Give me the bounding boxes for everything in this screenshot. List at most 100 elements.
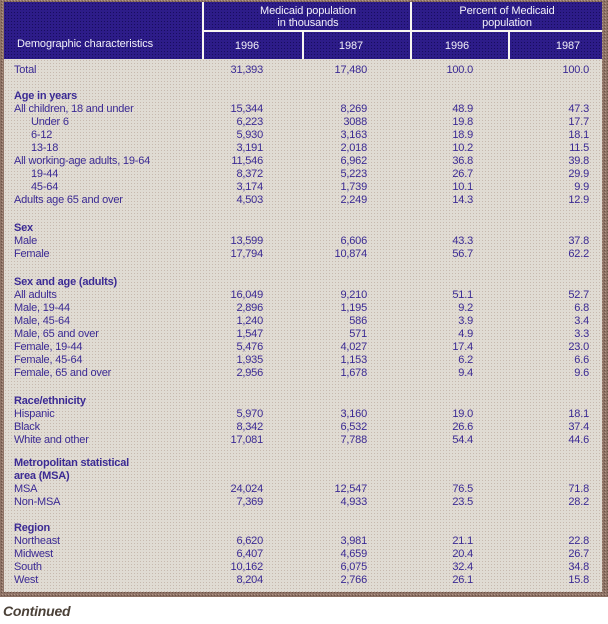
section-heading: Metropolitan statistical area (MSA): [14, 457, 129, 482]
cell-value: 8,372: [236, 168, 263, 180]
cell-value: 10.2: [452, 142, 473, 154]
cell-value: 10.1: [452, 181, 473, 193]
cell-value: 7,788: [340, 434, 367, 446]
cell-value: 6.8: [574, 302, 589, 314]
cell-value: 1,678: [340, 367, 367, 379]
cell-value: 3,174: [236, 181, 263, 193]
table-header: Demographic characteristics Medicaid pop…: [4, 2, 602, 59]
cell-value: 5,476: [236, 341, 263, 353]
cell-value: 3,160: [340, 408, 367, 420]
section-heading: Sex and age (adults): [14, 276, 117, 288]
cell-value: 6,532: [340, 421, 367, 433]
cell-value: 4,933: [340, 496, 367, 508]
row-label: Non-MSA: [14, 496, 61, 508]
table-row: 45-64 3,174 1,739 10.1 9.9: [4, 181, 602, 194]
cell-value: 12.9: [568, 194, 589, 206]
cell-value: 6,223: [236, 116, 263, 128]
cell-value: 8,342: [236, 421, 263, 433]
continued-note: Continued: [0, 597, 608, 624]
section-race: Race/ethnicity Hispanic 5,970 3,160 19.0 18.1…: [4, 395, 602, 447]
row-label: 6-12: [31, 129, 53, 141]
row-label: Female: [14, 248, 50, 260]
cell-value: 62.2: [568, 248, 589, 260]
group-underline: [202, 30, 412, 32]
row-label: All adults: [14, 289, 57, 301]
row-label: 19-44: [31, 168, 59, 180]
table-row: All children, 18 and under 15,344 8,269 48.…: [4, 103, 602, 116]
cell-value: 14.3: [452, 194, 473, 206]
cell-value: 8,269: [340, 103, 367, 115]
cell-value: 100.0: [446, 64, 473, 76]
cell-value: 6.6: [574, 354, 589, 366]
cell-value: 76.5: [452, 483, 473, 495]
section-msa: Metropolitan statistical area (MSA) MSA 24…: [4, 457, 602, 509]
group-header-population-thousands: Medicaid population in thousands: [260, 5, 356, 29]
cell-value: 26.1: [452, 574, 473, 586]
cell-value: 37.4: [568, 421, 589, 433]
section-heading: Age in years: [14, 90, 78, 102]
cell-value: 4,027: [340, 341, 367, 353]
cell-value: 9,210: [340, 289, 367, 301]
column-divider: [508, 31, 510, 59]
section-sexage: Sex and age (adults) All adults 16,049 9,21…: [4, 276, 602, 380]
cell-value: 31,393: [230, 64, 264, 76]
row-label: Male, 19-44: [14, 302, 70, 314]
cell-value: 1,739: [340, 181, 367, 193]
cell-value: 43.3: [452, 235, 473, 247]
section-age: Age in years All children, 18 and under 15…: [4, 90, 602, 207]
cell-value: 17.7: [568, 116, 589, 128]
table-row: Under 6 6,223 3088 19.8 17.7: [4, 116, 602, 129]
cell-value: 2,766: [340, 574, 367, 586]
cell-value: 23.5: [452, 496, 473, 508]
cell-value: 54.4: [452, 434, 473, 446]
cell-value: 5,223: [340, 168, 367, 180]
row-label: Hispanic: [14, 408, 55, 420]
cell-value: 2,896: [236, 302, 263, 314]
cell-value: 17,480: [334, 64, 368, 76]
cell-value: 10,874: [334, 248, 368, 260]
cell-value: 23.0: [568, 341, 589, 353]
cell-value: 19.8: [452, 116, 473, 128]
cell-value: 47.3: [568, 103, 589, 115]
cell-value: 4,659: [340, 548, 367, 560]
row-label: Female, 19-44: [14, 341, 83, 353]
cell-value: 586: [349, 315, 367, 327]
cell-value: 3.9: [458, 315, 473, 327]
table-row: White and other 17,081 7,788 54.4 44.6: [4, 434, 602, 447]
cell-value: 1,935: [236, 354, 263, 366]
row-label: 13-18: [31, 142, 59, 154]
cell-value: 18.1: [568, 408, 589, 420]
row-label-column-header: Demographic characteristics: [17, 38, 154, 50]
cell-value: 3,191: [236, 142, 263, 154]
medicaid-demographics-table: Demographic characteristics Medicaid pop…: [4, 2, 602, 592]
cell-value: 32.4: [452, 561, 473, 573]
section-heading: Sex: [14, 222, 33, 234]
table-row: Male 13,599 6,606 43.3 37.8: [4, 235, 602, 248]
row-label: Male: [14, 235, 38, 247]
year-subheader-row: 1996 1987 1996 1987: [204, 32, 602, 59]
cell-value: 100.0: [562, 64, 589, 76]
cell-value: 36.8: [452, 155, 473, 167]
cell-value: 56.7: [452, 248, 473, 260]
year-header-percent-1987: 1987: [555, 39, 580, 52]
cell-value: 51.1: [452, 289, 473, 301]
cell-value: 5,970: [236, 408, 263, 420]
row-label: West: [14, 574, 39, 586]
cell-value: 9.2: [458, 302, 473, 314]
cell-value: 12,547: [334, 483, 368, 495]
table-row: Adults age 65 and over 4,503 2,249 14.3 12.9: [4, 194, 602, 207]
cell-value: 48.9: [452, 103, 473, 115]
row-label: Northeast: [14, 535, 60, 547]
cell-value: 17,081: [230, 434, 264, 446]
table-row: MSA 24,024 12,547 76.5 71.8: [4, 483, 602, 496]
cell-value: 9.4: [458, 367, 473, 379]
cell-value: 2,956: [236, 367, 263, 379]
year-header-thousands-1987: 1987: [338, 39, 363, 52]
cell-value: 3088: [343, 116, 367, 128]
section-heading: Region: [14, 522, 51, 534]
table-row: Hispanic 5,970 3,160 19.0 18.1: [4, 408, 602, 421]
cell-value: 22.8: [568, 535, 589, 547]
cell-value: 13,599: [230, 235, 264, 247]
column-divider: [302, 31, 304, 59]
cell-value: 1,153: [340, 354, 367, 366]
